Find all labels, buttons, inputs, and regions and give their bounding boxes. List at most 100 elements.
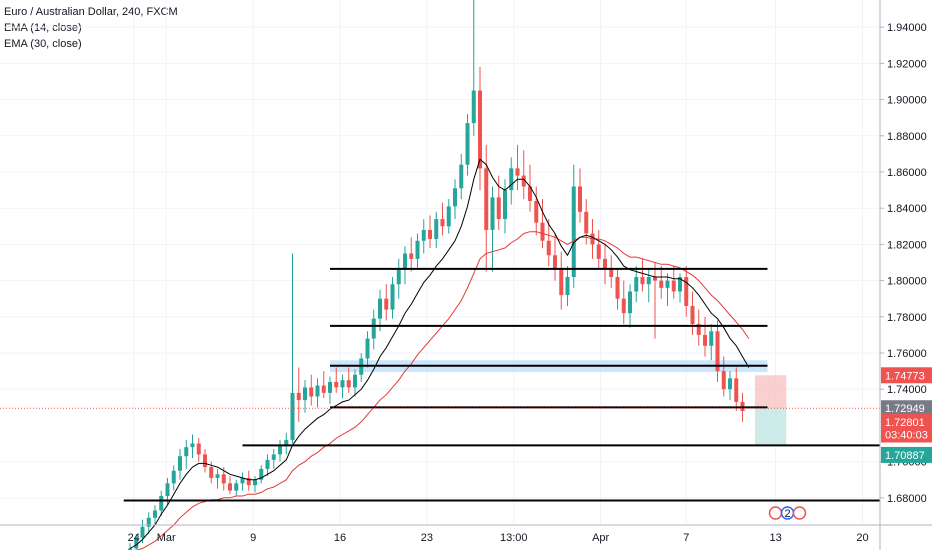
- candle-body[interactable]: [209, 467, 214, 478]
- candle-body[interactable]: [340, 380, 345, 388]
- candle-body[interactable]: [153, 510, 157, 518]
- candle-body[interactable]: [721, 371, 726, 390]
- candle-body[interactable]: [296, 392, 301, 401]
- candle-body[interactable]: [221, 474, 226, 484]
- candle-body[interactable]: [559, 269, 564, 296]
- candle-body[interactable]: [728, 378, 732, 390]
- candle-body[interactable]: [634, 276, 639, 292]
- candle-body[interactable]: [290, 392, 295, 440]
- take-profit-zone[interactable]: [755, 408, 787, 446]
- candle-body[interactable]: [134, 537, 139, 549]
- candle-body[interactable]: [428, 229, 432, 239]
- candle-body[interactable]: [684, 276, 689, 306]
- candle-body[interactable]: [478, 90, 482, 169]
- candle-body[interactable]: [271, 454, 276, 460]
- candle-body[interactable]: [171, 470, 176, 484]
- candle-body[interactable]: [328, 381, 332, 393]
- candle-body[interactable]: [609, 269, 614, 277]
- candle-body[interactable]: [240, 477, 245, 484]
- candle-body[interactable]: [309, 387, 314, 397]
- candle-body[interactable]: [315, 385, 320, 397]
- candle-body[interactable]: [496, 197, 501, 220]
- candle-body[interactable]: [596, 244, 601, 259]
- candle-body[interactable]: [159, 496, 164, 511]
- candle-body[interactable]: [178, 456, 182, 471]
- candle-body[interactable]: [484, 168, 489, 230]
- candle-body[interactable]: [190, 443, 195, 448]
- candle-body[interactable]: [734, 378, 739, 402]
- candle-body[interactable]: [603, 258, 607, 270]
- candle-body[interactable]: [321, 385, 326, 393]
- candle-body[interactable]: [565, 276, 570, 296]
- candle-body[interactable]: [415, 240, 420, 259]
- candle-body[interactable]: [140, 526, 145, 538]
- candle-body[interactable]: [371, 318, 376, 339]
- candle-body[interactable]: [346, 380, 351, 388]
- candle-body[interactable]: [465, 123, 470, 165]
- candle-body[interactable]: [628, 291, 632, 314]
- candle-body[interactable]: [365, 338, 370, 359]
- candle-body[interactable]: [540, 222, 545, 241]
- candle-body[interactable]: [228, 483, 232, 491]
- candle-body[interactable]: [528, 186, 532, 201]
- candle-body[interactable]: [715, 331, 720, 372]
- candle-body[interactable]: [215, 474, 220, 478]
- candle-body[interactable]: [234, 483, 239, 491]
- candle-body[interactable]: [534, 200, 539, 223]
- candle-body[interactable]: [546, 240, 551, 256]
- candle-body[interactable]: [621, 298, 626, 314]
- candle-body[interactable]: [459, 164, 464, 189]
- event-marker-icon[interactable]: [792, 506, 807, 520]
- candle-body[interactable]: [403, 253, 407, 270]
- candle-body[interactable]: [646, 276, 651, 285]
- candle-body[interactable]: [653, 276, 657, 281]
- candle-body[interactable]: [253, 479, 257, 486]
- candle-body[interactable]: [440, 219, 445, 227]
- candle-body[interactable]: [278, 445, 282, 455]
- candle-body[interactable]: [303, 387, 307, 401]
- candle-body[interactable]: [703, 334, 707, 346]
- candle-body[interactable]: [384, 298, 389, 310]
- candle-body[interactable]: [165, 483, 170, 497]
- candle-body[interactable]: [203, 454, 207, 468]
- candle-body[interactable]: [678, 276, 682, 292]
- candle-body[interactable]: [471, 90, 476, 124]
- candle-body[interactable]: [584, 211, 589, 234]
- candle-body[interactable]: [453, 188, 457, 207]
- candle-body[interactable]: [521, 175, 526, 187]
- candle-body[interactable]: [671, 280, 676, 292]
- candle-body[interactable]: [665, 280, 670, 288]
- candle-body[interactable]: [490, 197, 495, 230]
- candle-body[interactable]: [509, 168, 514, 191]
- candle-body[interactable]: [434, 219, 439, 239]
- candle-body[interactable]: [334, 381, 339, 388]
- candle-body[interactable]: [184, 447, 189, 457]
- candle-body[interactable]: [390, 284, 395, 310]
- candle-body[interactable]: [128, 548, 132, 550]
- stop-loss-zone[interactable]: [755, 375, 787, 409]
- candle-body[interactable]: [659, 280, 664, 288]
- candle-body[interactable]: [353, 374, 357, 388]
- ema30-line[interactable]: [130, 231, 750, 550]
- event-marker-icon[interactable]: [768, 506, 783, 520]
- candle-body[interactable]: [378, 298, 382, 319]
- candle-body[interactable]: [396, 269, 401, 285]
- candle-body[interactable]: [578, 186, 582, 212]
- candle-body[interactable]: [553, 255, 557, 270]
- candle-body[interactable]: [709, 331, 714, 346]
- candle-body[interactable]: [696, 324, 701, 335]
- candle-body[interactable]: [640, 276, 645, 285]
- candle-body[interactable]: [515, 168, 520, 176]
- candle-body[interactable]: [246, 477, 251, 486]
- candle-body[interactable]: [615, 276, 620, 299]
- candle-body[interactable]: [284, 439, 289, 446]
- candle-body[interactable]: [690, 305, 695, 325]
- candle-body[interactable]: [409, 253, 414, 259]
- ema14-line[interactable]: [129, 158, 750, 549]
- candle-body[interactable]: [446, 206, 451, 227]
- candle-body[interactable]: [196, 443, 201, 455]
- candle-body[interactable]: [259, 468, 264, 480]
- candle-body[interactable]: [503, 190, 507, 220]
- candle-body[interactable]: [571, 186, 576, 277]
- candle-body[interactable]: [421, 229, 426, 241]
